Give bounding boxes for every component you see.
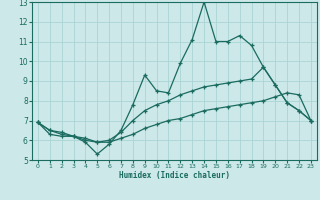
X-axis label: Humidex (Indice chaleur): Humidex (Indice chaleur) (119, 171, 230, 180)
